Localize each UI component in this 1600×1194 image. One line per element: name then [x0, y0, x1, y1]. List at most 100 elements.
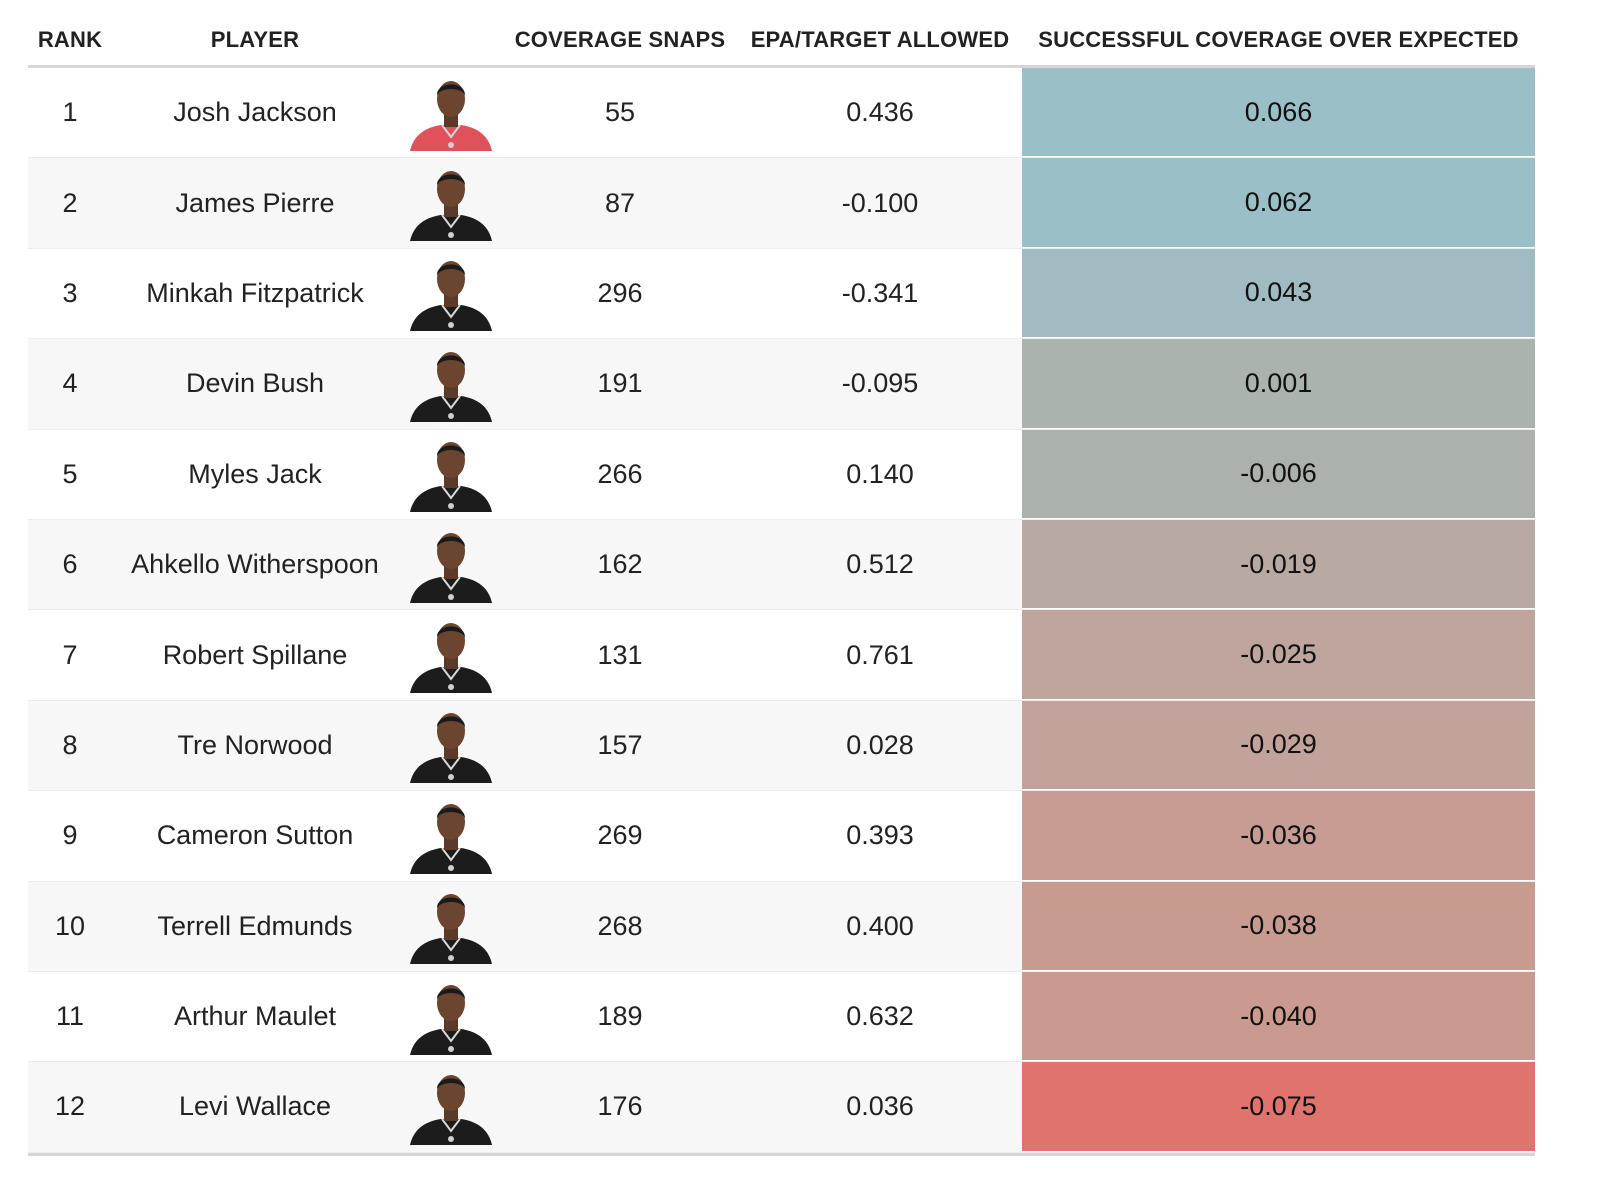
coverage-snaps-cell: 189 — [597, 1001, 643, 1032]
player-name-cell: Josh Jackson — [173, 97, 337, 128]
player-headshot-icon — [410, 442, 492, 513]
table-row: 7 Robert Spillane 131 0.761 -0.025 — [28, 610, 1535, 701]
successful-coverage-cell: -0.075 — [1022, 1062, 1535, 1152]
table-bottom-rule — [28, 1152, 1535, 1156]
player-headshot-icon — [410, 894, 492, 965]
successful-coverage-cell: -0.019 — [1022, 519, 1535, 610]
player-name-cell: Cameron Sutton — [156, 820, 354, 851]
coverage-snaps-cell: 55 — [604, 97, 636, 128]
coverage-snaps-cell: 296 — [597, 277, 643, 308]
player-headshot-icon — [410, 80, 492, 151]
coverage-snaps-cell: 157 — [597, 729, 643, 760]
epa-target-allowed-cell: 0.436 — [846, 97, 914, 128]
epa-target-allowed-cell: 0.400 — [846, 910, 914, 941]
player-name-cell: Terrell Edmunds — [157, 910, 353, 941]
player-name-cell: Myles Jack — [188, 458, 322, 489]
epa-target-allowed-cell: 0.028 — [846, 729, 914, 760]
epa-target-allowed-cell: 0.632 — [846, 1001, 914, 1032]
table-row: 6 Ahkello Witherspoon 162 0.512 -0.019 — [28, 519, 1535, 611]
player-headshot-icon — [410, 351, 492, 422]
rank-cell: 4 — [62, 368, 78, 399]
header-successful-coverage-over-expected: SUCCESSFUL COVERAGE OVER EXPECTED — [1038, 27, 1519, 52]
header-rank: RANK — [37, 27, 103, 52]
player-headshot-icon — [410, 803, 492, 874]
player-headshot-icon — [410, 623, 492, 694]
successful-coverage-cell: -0.025 — [1022, 610, 1535, 700]
coverage-snaps-cell: 162 — [597, 549, 643, 580]
table-header: RANK PLAYER COVERAGE SNAPS EPA/TARGET AL… — [28, 0, 1535, 68]
player-headshot — [406, 791, 496, 880]
coverage-snaps-cell: 131 — [597, 639, 643, 670]
player-name-cell: Minkah Fitzpatrick — [146, 277, 364, 308]
epa-target-allowed-cell: 0.393 — [846, 820, 914, 851]
successful-coverage-cell: -0.029 — [1022, 700, 1535, 791]
epa-target-allowed-cell: -0.095 — [841, 368, 919, 399]
coverage-snaps-cell: 87 — [604, 187, 636, 218]
table-row: 3 Minkah Fitzpatrick 296 -0.341 0.043 — [28, 248, 1535, 340]
player-headshot — [406, 520, 496, 609]
table-row: 8 Tre Norwood 157 0.028 -0.029 — [28, 700, 1535, 792]
player-headshot-icon — [410, 984, 492, 1055]
successful-coverage-cell: -0.036 — [1022, 791, 1535, 881]
table-row: 12 Levi Wallace 176 0.036 -0.075 — [28, 1062, 1535, 1153]
player-name-cell: Tre Norwood — [177, 729, 333, 760]
table-row: 2 James Pierre 87 -0.100 0.062 — [28, 158, 1535, 249]
coverage-snaps-cell: 191 — [597, 368, 643, 399]
player-headshot — [406, 249, 496, 338]
coverage-snaps-cell: 268 — [597, 910, 643, 941]
rank-cell: 8 — [62, 729, 78, 760]
player-headshot — [406, 158, 496, 247]
successful-coverage-cell: -0.038 — [1022, 881, 1535, 971]
successful-coverage-cell: 0.043 — [1022, 248, 1535, 339]
player-headshot — [406, 1062, 496, 1151]
rank-cell: 9 — [62, 820, 78, 851]
player-headshot-icon — [410, 261, 492, 332]
coverage-snaps-cell: 269 — [597, 820, 643, 851]
header-coverage-snaps: COVERAGE SNAPS — [514, 27, 726, 52]
epa-target-allowed-cell: 0.140 — [846, 458, 914, 489]
table-row: 11 Arthur Maulet 189 0.632 -0.040 — [28, 971, 1535, 1063]
player-headshot — [406, 882, 496, 971]
player-name-cell: James Pierre — [175, 187, 335, 218]
player-headshot — [406, 430, 496, 519]
table-row: 10 Terrell Edmunds 268 0.400 -0.038 — [28, 881, 1535, 972]
header-player: PLAYER — [210, 27, 300, 52]
player-name-cell: Arthur Maulet — [173, 1001, 337, 1032]
table-body: 1 Josh Jackson 55 0.436 0.066 2 James Pierre 87… — [28, 68, 1535, 1153]
successful-coverage-cell: -0.040 — [1022, 971, 1535, 1062]
table-row: 9 Cameron Sutton 269 0.393 -0.036 — [28, 791, 1535, 882]
rank-cell: 6 — [62, 549, 78, 580]
coverage-snaps-cell: 266 — [597, 458, 643, 489]
rank-cell: 5 — [62, 458, 78, 489]
rank-cell: 11 — [55, 1001, 85, 1032]
table-row: 5 Myles Jack 266 0.140 -0.006 — [28, 429, 1535, 520]
epa-target-allowed-cell: -0.341 — [841, 277, 919, 308]
player-headshot-icon — [410, 532, 492, 603]
rank-cell: 3 — [62, 277, 78, 308]
epa-target-allowed-cell: 0.761 — [846, 639, 914, 670]
epa-target-allowed-cell: -0.100 — [841, 187, 919, 218]
epa-target-allowed-cell: 0.036 — [846, 1091, 914, 1122]
player-headshot-icon — [410, 171, 492, 242]
coverage-table: RANK PLAYER COVERAGE SNAPS EPA/TARGET AL… — [28, 0, 1535, 1156]
table-row: 1 Josh Jackson 55 0.436 0.066 — [28, 68, 1535, 159]
player-headshot — [406, 701, 496, 790]
player-headshot — [406, 68, 496, 157]
player-headshot-icon — [410, 713, 492, 784]
rank-cell: 12 — [54, 1091, 86, 1122]
header-epa-target-allowed: EPA/TARGET ALLOWED — [750, 27, 1010, 52]
rank-cell: 10 — [54, 910, 86, 941]
player-name-cell: Devin Bush — [185, 368, 325, 399]
player-headshot — [406, 339, 496, 428]
player-headshot — [406, 610, 496, 699]
successful-coverage-cell: 0.001 — [1022, 339, 1535, 429]
rank-cell: 1 — [62, 97, 78, 128]
successful-coverage-cell: 0.062 — [1022, 158, 1535, 248]
player-headshot-icon — [410, 1074, 492, 1145]
rank-cell: 7 — [62, 639, 78, 670]
player-name-cell: Ahkello Witherspoon — [131, 549, 379, 580]
player-name-cell: Robert Spillane — [162, 639, 348, 670]
successful-coverage-cell: -0.006 — [1022, 429, 1535, 519]
table-row: 4 Devin Bush 191 -0.095 0.001 — [28, 339, 1535, 430]
successful-coverage-cell: 0.066 — [1022, 68, 1535, 158]
